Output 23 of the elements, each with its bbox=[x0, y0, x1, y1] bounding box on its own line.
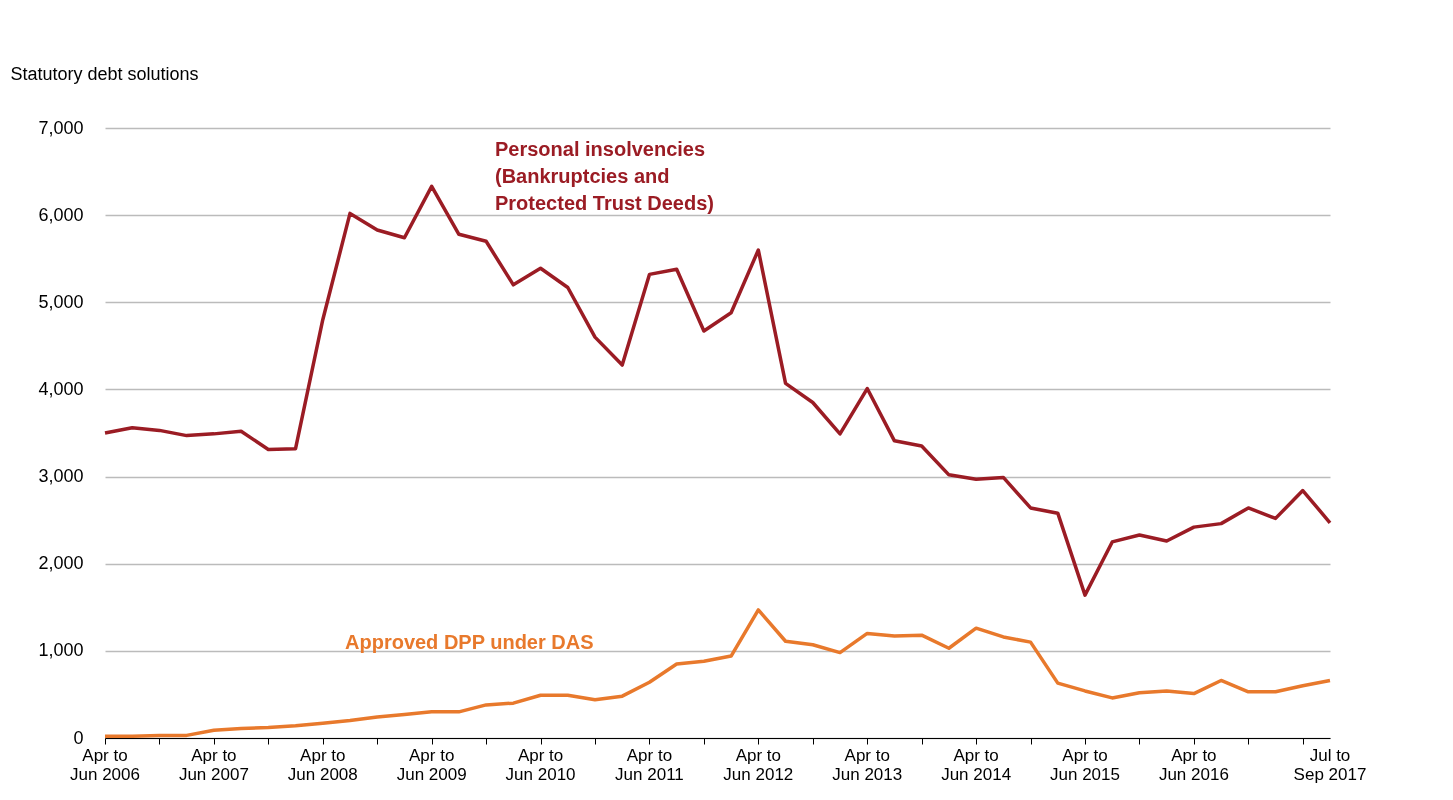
y-tick-label: 3,000 bbox=[38, 466, 84, 487]
x-tick-label: Apr to Jun 2006 bbox=[70, 746, 140, 784]
x-tick-label: Apr to Jun 2009 bbox=[396, 746, 467, 784]
x-tick-label: Apr to Jun 2015 bbox=[1050, 746, 1120, 784]
y-tick-label: 7,000 bbox=[38, 117, 84, 138]
x-tick-label: Apr to Jun 2011 bbox=[615, 746, 684, 784]
y-axis-title: Statutory debt solutions bbox=[10, 63, 199, 84]
x-tick-label: Jul to Sep 2017 bbox=[1293, 746, 1367, 784]
series-label: Personal insolvencies (Bankruptcies and Protected Trust Deeds) bbox=[495, 138, 714, 214]
y-tick-label: 1,000 bbox=[38, 640, 84, 661]
y-tick-label: 2,000 bbox=[38, 553, 84, 574]
x-tick-label: Apr to Jun 2008 bbox=[287, 746, 358, 784]
text: Approved DPP under DAS bbox=[345, 631, 594, 653]
x-tick-label: Apr to Jun 2012 bbox=[723, 746, 794, 784]
y-tick-label: 6,000 bbox=[38, 204, 84, 225]
y-tick-label: 4,000 bbox=[38, 378, 84, 399]
x-tick-label: Apr to Jun 2014 bbox=[941, 746, 1012, 784]
y-tick-label: 5,000 bbox=[38, 291, 84, 312]
x-tick-label: Apr to Jun 2013 bbox=[832, 746, 903, 784]
x-tick-label: Apr to Jun 2010 bbox=[505, 746, 576, 784]
x-tick-label: Apr to Jun 2007 bbox=[178, 746, 249, 784]
x-tick-label: Apr to Jun 2016 bbox=[1158, 746, 1229, 784]
y-tick-label: 0 bbox=[73, 727, 84, 748]
